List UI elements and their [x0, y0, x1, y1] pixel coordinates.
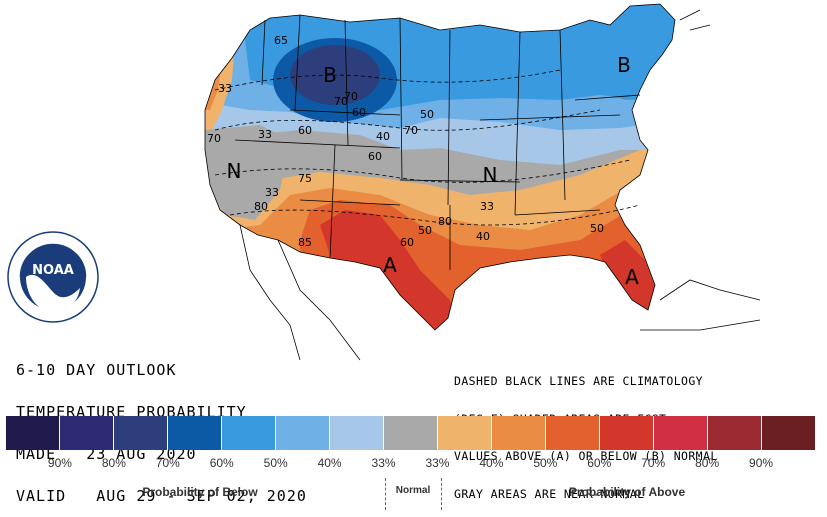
legend-swatch	[492, 416, 546, 450]
region-label-b-northeast: B	[617, 53, 631, 77]
legend-swatch	[546, 416, 600, 450]
legend-swatch	[168, 416, 222, 450]
legend-swatch	[330, 416, 384, 450]
legend-tick-label: 70%	[155, 456, 180, 470]
legend-tick-label: 90%	[47, 456, 72, 470]
legend-tick-label: 50%	[263, 456, 288, 470]
legend-tick-label: 60%	[587, 456, 612, 470]
legend-swatch	[654, 416, 708, 450]
contour-label: 70	[404, 124, 418, 137]
region-label-b-north-plains: B	[323, 63, 337, 87]
legend-tick-label: 60%	[209, 456, 234, 470]
zone-above-60	[320, 210, 460, 330]
noaa-logo-text: NOAA	[32, 263, 74, 278]
above-category-label: Probability of Above	[568, 485, 686, 499]
contour-label: 60	[368, 150, 382, 163]
legend-swatch	[114, 416, 168, 450]
legend-note-line: GRAY AREAS ARE NEAR-NORMAL	[454, 486, 645, 501]
contour-label: 50	[590, 222, 604, 235]
legend-tick-label: 50%	[533, 456, 558, 470]
contour-label: 60	[298, 124, 312, 137]
outlook-valid-line: VALID AUG 29 - SEP 02, 2020	[16, 487, 307, 505]
below-category-label: Probability of Below	[142, 485, 258, 499]
legend-swatch	[600, 416, 654, 450]
outlook-title-line: TEMPERATURE PROBABILITY	[16, 403, 247, 421]
contour-label: 60	[352, 106, 366, 119]
contour-label: 70	[344, 90, 358, 103]
outlook-made-line: MADE 23 AUG 2020	[16, 445, 197, 463]
legend-tick-label: 70%	[641, 456, 666, 470]
climatology-lines	[214, 69, 641, 226]
contour-label: 33	[265, 186, 279, 199]
outlook-title-line: 6-10 DAY OUTLOOK	[16, 361, 177, 379]
temperature-outlook-map: B B N N A A 65 33 70 33 33 80 85 60 70 6…	[204, 3, 761, 361]
legend-tick-label: 80%	[101, 456, 126, 470]
legend-note-line: DASHED BLACK LINES ARE CLIMATOLOGY	[454, 374, 704, 388]
legend-swatch	[708, 416, 762, 450]
probability-color-bar	[6, 416, 815, 450]
normal-separator-right	[441, 478, 442, 510]
noaa-logo: NOAA	[6, 230, 100, 329]
contour-label: 33	[258, 128, 272, 141]
noaa-logo-graphic: NOAA	[7, 231, 99, 323]
legend-tick-label: 80%	[695, 456, 720, 470]
region-label-a-south: A	[383, 253, 397, 277]
legend-swatch	[60, 416, 114, 450]
contour-label: 70	[334, 95, 348, 108]
legend-note-line: VALUES ABOVE (A) OR BELOW (B) NORMAL	[454, 449, 718, 463]
contour-label: 85	[298, 236, 312, 249]
contour-label: 33	[218, 82, 232, 95]
region-label-n-central: N	[483, 163, 498, 187]
map-canvas: B B N N A A 65 33 70 33 33 80 85 60 70 6…	[204, 3, 761, 361]
legend-swatch	[438, 416, 492, 450]
contour-label: 75	[298, 172, 312, 185]
region-label-n-west: N	[227, 159, 242, 183]
legend-swatch	[762, 416, 815, 450]
normal-category-label: Normal	[395, 485, 431, 496]
legend-tick-label: 90%	[749, 456, 774, 470]
legend-swatch	[6, 416, 60, 450]
contour-label: 50	[418, 224, 432, 237]
state-borders	[204, 3, 676, 331]
neighbor-borders	[239, 9, 761, 361]
contour-label: 40	[376, 130, 390, 143]
contour-label: 60	[400, 236, 414, 249]
legend-tick-label: 40%	[317, 456, 342, 470]
legend-tick-label: 33%	[425, 456, 450, 470]
outlook-title-block: 6-10 DAY OUTLOOK TEMPERATURE PROBABILITY…	[16, 335, 307, 517]
contour-label: 50	[420, 108, 434, 121]
contour-label: 33	[480, 200, 494, 213]
legend-swatch	[276, 416, 330, 450]
contour-label: 70	[207, 132, 221, 145]
legend-tick-label: 33%	[371, 456, 396, 470]
normal-separator-left	[385, 478, 386, 510]
zone-normal-west	[205, 125, 290, 220]
contour-label: 40	[476, 230, 490, 243]
legend-swatch	[222, 416, 276, 450]
contour-label: 80	[438, 215, 452, 228]
region-label-a-florida: A	[625, 265, 639, 289]
contour-label: 65	[274, 34, 288, 47]
zone-above-60-florida	[600, 240, 660, 320]
contour-label: 80	[254, 200, 268, 213]
legend-tick-label: 40%	[479, 456, 504, 470]
legend-swatch	[384, 416, 438, 450]
